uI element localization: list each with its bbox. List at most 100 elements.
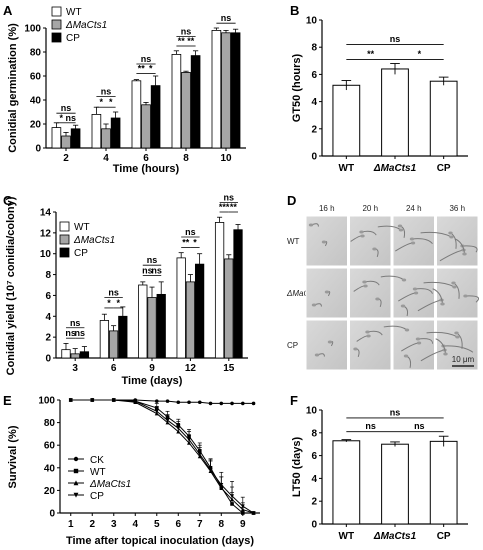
bar-mutant bbox=[61, 135, 71, 149]
conidium-shape bbox=[455, 335, 460, 339]
legend-label: CP bbox=[74, 248, 88, 259]
significance-label: ns bbox=[151, 266, 162, 276]
x-axis-title: Time (days) bbox=[122, 375, 183, 387]
significance-label: ns bbox=[390, 34, 401, 44]
micrograph-column-label: 36 h bbox=[449, 204, 465, 213]
conidium-shape bbox=[454, 331, 459, 335]
conidium-shape bbox=[314, 353, 320, 357]
hypha-shape bbox=[420, 231, 452, 238]
significance-label: ns bbox=[70, 318, 81, 328]
y-axis-title: GT50 (hours) bbox=[291, 53, 303, 122]
marker-diamond bbox=[219, 482, 224, 487]
x-tick-label: 3 bbox=[111, 519, 117, 530]
y-tick-label: 4 bbox=[311, 474, 317, 485]
micrograph-row-label: ΔMaCts1 bbox=[286, 289, 320, 298]
x-tick-label: 2 bbox=[89, 519, 95, 530]
y-axis-title: LT50 (days) bbox=[291, 437, 303, 498]
bar-cp bbox=[156, 293, 166, 359]
significance-label: ns bbox=[390, 407, 401, 417]
y-tick-label: 0 bbox=[311, 152, 317, 163]
legend-label: WT bbox=[66, 7, 82, 18]
x-tick-label: 9 bbox=[149, 363, 155, 374]
significance-label: ns bbox=[141, 54, 152, 64]
conidium-shape bbox=[452, 285, 457, 289]
micrograph-cell bbox=[392, 215, 435, 267]
y-tick-label: 20 bbox=[30, 120, 42, 131]
y-tick-label: 40 bbox=[30, 96, 42, 107]
bar bbox=[332, 440, 361, 525]
micrograph-cell bbox=[349, 267, 392, 319]
legend-label: ΔMaCts1 bbox=[65, 20, 107, 31]
hypha-shape bbox=[414, 288, 433, 294]
marker-circle bbox=[187, 400, 191, 405]
x-tick-label: 6 bbox=[111, 363, 117, 374]
bar-cp bbox=[110, 117, 121, 149]
panel-letter: C bbox=[3, 193, 13, 208]
significance-label: ns bbox=[221, 13, 232, 23]
legend-label: CK bbox=[90, 455, 104, 466]
marker-circle bbox=[230, 401, 234, 406]
bar-wt bbox=[211, 29, 222, 149]
bar-mutant bbox=[108, 330, 119, 359]
conidium-shape bbox=[463, 294, 468, 298]
marker-circle bbox=[240, 401, 245, 406]
micrograph-cell bbox=[436, 267, 479, 319]
conidium-shape bbox=[372, 247, 377, 251]
x-tick-label: 7 bbox=[197, 519, 203, 530]
legend-swatch-mutant bbox=[59, 234, 70, 245]
x-axis-title: Time after topical inoculation (days) bbox=[66, 535, 254, 547]
marker-diamond bbox=[154, 409, 159, 414]
marker-diamond bbox=[187, 437, 192, 442]
significance-label: ns bbox=[365, 421, 376, 431]
x-tick-label: ΔMaCts1 bbox=[373, 531, 417, 542]
legend-label: CP bbox=[90, 491, 104, 502]
micrograph-row-label: CP bbox=[287, 341, 298, 350]
conidium-shape bbox=[403, 354, 409, 358]
x-tick-label: 6 bbox=[175, 519, 181, 530]
bar-cp bbox=[230, 32, 241, 149]
y-tick-label: 0 bbox=[35, 144, 41, 155]
marker-circle bbox=[165, 399, 170, 403]
y-tick-label: 80 bbox=[44, 418, 56, 429]
y-tick-label: 20 bbox=[44, 486, 56, 497]
marker-triangle bbox=[187, 440, 192, 445]
y-tick-label: 80 bbox=[30, 48, 42, 59]
significance-label: ns bbox=[185, 227, 196, 237]
marker-diamond bbox=[240, 504, 245, 509]
bar-cp bbox=[233, 229, 243, 359]
y-tick-label: 10 bbox=[306, 406, 318, 417]
legend-swatch-cp bbox=[59, 247, 70, 258]
significance-label: ** bbox=[178, 36, 186, 46]
x-tick-label: WT bbox=[339, 163, 355, 174]
conidium-shape bbox=[401, 278, 407, 282]
significance-label: * bbox=[109, 97, 113, 107]
micrograph-column-label: 20 h bbox=[362, 204, 378, 213]
conidium-shape bbox=[415, 337, 421, 341]
y-axis-title: Conidial germination (%) bbox=[7, 23, 19, 153]
marker-diamond bbox=[176, 426, 181, 431]
marker-triangle bbox=[176, 429, 181, 434]
significance-label: * bbox=[99, 97, 103, 107]
bar bbox=[429, 440, 458, 525]
conidium-shape bbox=[440, 302, 445, 306]
marker-circle bbox=[208, 401, 213, 406]
x-tick-label: 3 bbox=[72, 363, 78, 374]
marker-circle bbox=[154, 399, 159, 403]
x-tick-label: 4 bbox=[132, 519, 138, 530]
conidium-shape bbox=[449, 235, 454, 239]
marker-square bbox=[240, 511, 245, 515]
hypha-shape bbox=[435, 338, 446, 355]
bar-mutant bbox=[224, 258, 234, 359]
hypha-shape bbox=[432, 288, 443, 305]
legend-swatch-wt bbox=[59, 221, 70, 232]
panel-letter: F bbox=[290, 393, 298, 408]
conidium-shape bbox=[366, 334, 371, 338]
marker-diamond bbox=[208, 468, 213, 473]
significance-label: ns bbox=[181, 26, 192, 36]
significance-label: ns bbox=[108, 288, 119, 298]
significance-label: ** bbox=[182, 237, 190, 247]
conidium-shape bbox=[362, 280, 367, 284]
micrograph-cell bbox=[305, 319, 348, 371]
